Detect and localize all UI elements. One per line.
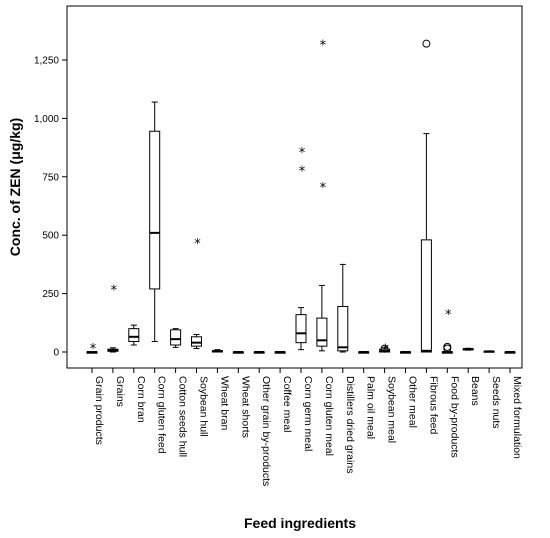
box-group: * bbox=[441, 308, 453, 354]
outlier-point bbox=[380, 344, 389, 353]
x-tick-label: Fibrous feed bbox=[427, 376, 439, 435]
extreme-point: * bbox=[194, 237, 201, 252]
box-iqr bbox=[295, 314, 307, 344]
x-tick-label: Wheat bran bbox=[218, 376, 230, 430]
box-group: * bbox=[379, 342, 391, 357]
x-tick-label: Seeds nuts bbox=[490, 376, 502, 429]
box-group: ** bbox=[295, 146, 307, 351]
y-axis-title: Conc. of ZEN (μg/kg) bbox=[7, 118, 23, 256]
y-tick-label: 1,000 bbox=[34, 114, 59, 125]
box-group bbox=[274, 351, 286, 354]
y-tick-label: 1,250 bbox=[34, 56, 59, 67]
extreme-point: * bbox=[320, 181, 327, 196]
x-tick-label: Corn gluten meal bbox=[323, 376, 335, 456]
box-group bbox=[462, 347, 474, 351]
y-axis: 0 250 500 750 1,000 1,250 bbox=[34, 56, 67, 359]
x-tick-label: Coffee meal bbox=[281, 376, 293, 432]
extreme-point: * bbox=[320, 38, 327, 53]
box-group bbox=[358, 351, 370, 354]
x-tick-label: Food by-products bbox=[448, 376, 460, 458]
extreme-point: * bbox=[90, 342, 97, 357]
outlier-point bbox=[422, 39, 431, 48]
x-tick-label: Corn gluten feed bbox=[156, 376, 168, 454]
x-tick-label: Soybean hull bbox=[198, 376, 210, 437]
extreme-point: * bbox=[445, 308, 452, 323]
box-series: ********* bbox=[86, 38, 516, 357]
x-tick-label: Grains bbox=[114, 376, 126, 407]
box-group bbox=[483, 350, 495, 353]
x-tick-label: Grain products bbox=[93, 376, 105, 445]
box-group bbox=[253, 351, 265, 354]
box-iqr bbox=[128, 328, 140, 342]
x-tick-label: Mixed formulation bbox=[511, 376, 523, 459]
x-tick-label: Palm oil meal bbox=[365, 376, 377, 439]
outlier-point bbox=[443, 342, 452, 351]
x-tick-label: Other grain by-products bbox=[260, 376, 272, 486]
x-tick-label: Soybean meal bbox=[386, 376, 398, 443]
x-tick-label: Beans bbox=[469, 376, 481, 406]
x-tick-label: Cotton seeds hull bbox=[177, 376, 189, 457]
box-iqr bbox=[337, 305, 349, 352]
box-iqr bbox=[420, 239, 432, 353]
box-group bbox=[128, 324, 140, 346]
x-tick-label: Distillers dried grains bbox=[344, 376, 356, 473]
x-tick-label: Other meal bbox=[407, 376, 419, 428]
box-group bbox=[211, 349, 223, 353]
box-group bbox=[400, 351, 411, 354]
box-group: * bbox=[86, 342, 98, 357]
extreme-point: * bbox=[382, 342, 389, 357]
box-iqr bbox=[170, 329, 182, 346]
box-group bbox=[337, 263, 349, 353]
box-iqr bbox=[149, 130, 161, 290]
y-tick-label: 0 bbox=[53, 348, 59, 359]
x-axis: Grain products Grains Corn bran Corn gluten… bbox=[91, 368, 523, 486]
outlier-point bbox=[443, 344, 452, 353]
box-group bbox=[420, 39, 432, 353]
plot-frame bbox=[66, 5, 523, 369]
box-group bbox=[232, 351, 244, 354]
box-iqr bbox=[316, 317, 328, 347]
box-group bbox=[149, 101, 161, 342]
box-group: * bbox=[107, 284, 119, 353]
box-group: * bbox=[191, 237, 202, 349]
extreme-point: * bbox=[299, 164, 306, 179]
box-group bbox=[170, 328, 182, 348]
y-tick-label: 750 bbox=[42, 172, 59, 183]
box-group: ** bbox=[316, 38, 328, 352]
x-tick-label: Corn germ meal bbox=[302, 376, 314, 451]
x-tick-label: Wheat shorts bbox=[239, 376, 251, 438]
y-tick-label: 500 bbox=[42, 231, 59, 242]
extreme-point: * bbox=[111, 284, 118, 299]
x-tick-label: Corn bran bbox=[135, 376, 147, 423]
x-axis-title: Feed ingredients bbox=[244, 515, 356, 531]
box-iqr bbox=[191, 336, 202, 347]
box-group bbox=[504, 351, 516, 354]
y-tick-label: 250 bbox=[42, 289, 59, 300]
extreme-point: * bbox=[299, 146, 306, 161]
